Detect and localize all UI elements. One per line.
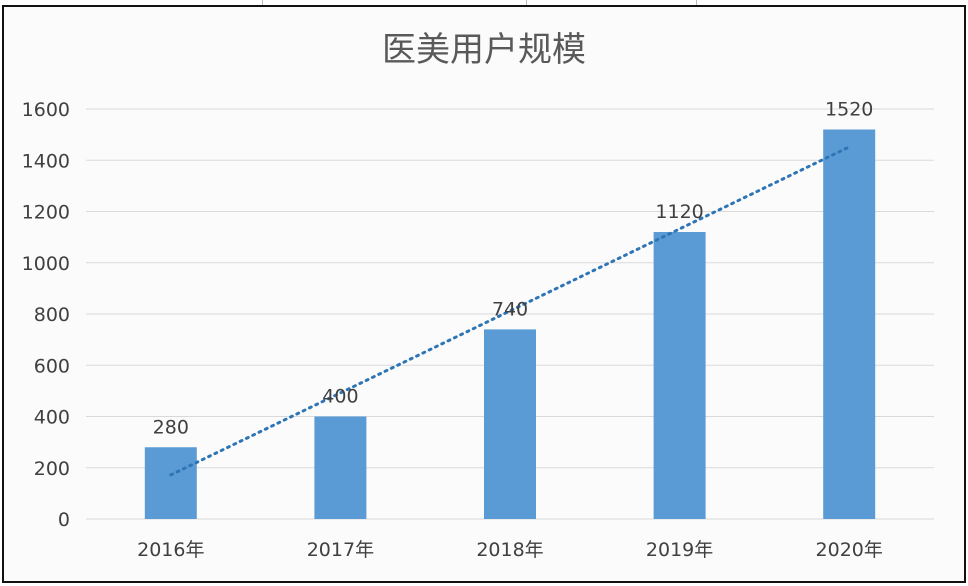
y-tick-label: 800 <box>34 304 70 326</box>
sheet-gridline <box>262 0 263 5</box>
bar <box>484 329 536 519</box>
data-label: 400 <box>322 386 358 408</box>
x-tick-label: 2018年 <box>476 539 543 561</box>
x-tick-label: 2016年 <box>137 539 204 561</box>
trendline <box>169 145 851 477</box>
y-tick-label: 200 <box>34 458 70 480</box>
data-label: 280 <box>153 416 189 438</box>
y-tick-label: 0 <box>58 509 70 531</box>
y-tick-label: 1200 <box>22 202 70 224</box>
data-label: 1120 <box>655 201 703 223</box>
y-tick-label: 600 <box>34 355 70 377</box>
y-tick-label: 1400 <box>22 150 70 172</box>
x-tick-label: 2017年 <box>307 539 374 561</box>
chart-title: 医美用户规模 <box>382 30 586 70</box>
y-tick-label: 1600 <box>22 99 70 121</box>
x-tick-label: 2019年 <box>646 539 713 561</box>
sheet-gridline <box>526 0 527 5</box>
bar <box>653 232 706 519</box>
bar <box>314 416 367 519</box>
data-label: 740 <box>492 298 528 320</box>
sheet-gridline <box>696 0 697 5</box>
x-tick-label: 2020年 <box>816 539 883 561</box>
bar <box>823 129 876 519</box>
bar <box>144 447 197 519</box>
y-tick-label: 400 <box>34 407 70 429</box>
data-label: 1520 <box>825 99 873 121</box>
y-tick-label: 1000 <box>22 253 70 275</box>
